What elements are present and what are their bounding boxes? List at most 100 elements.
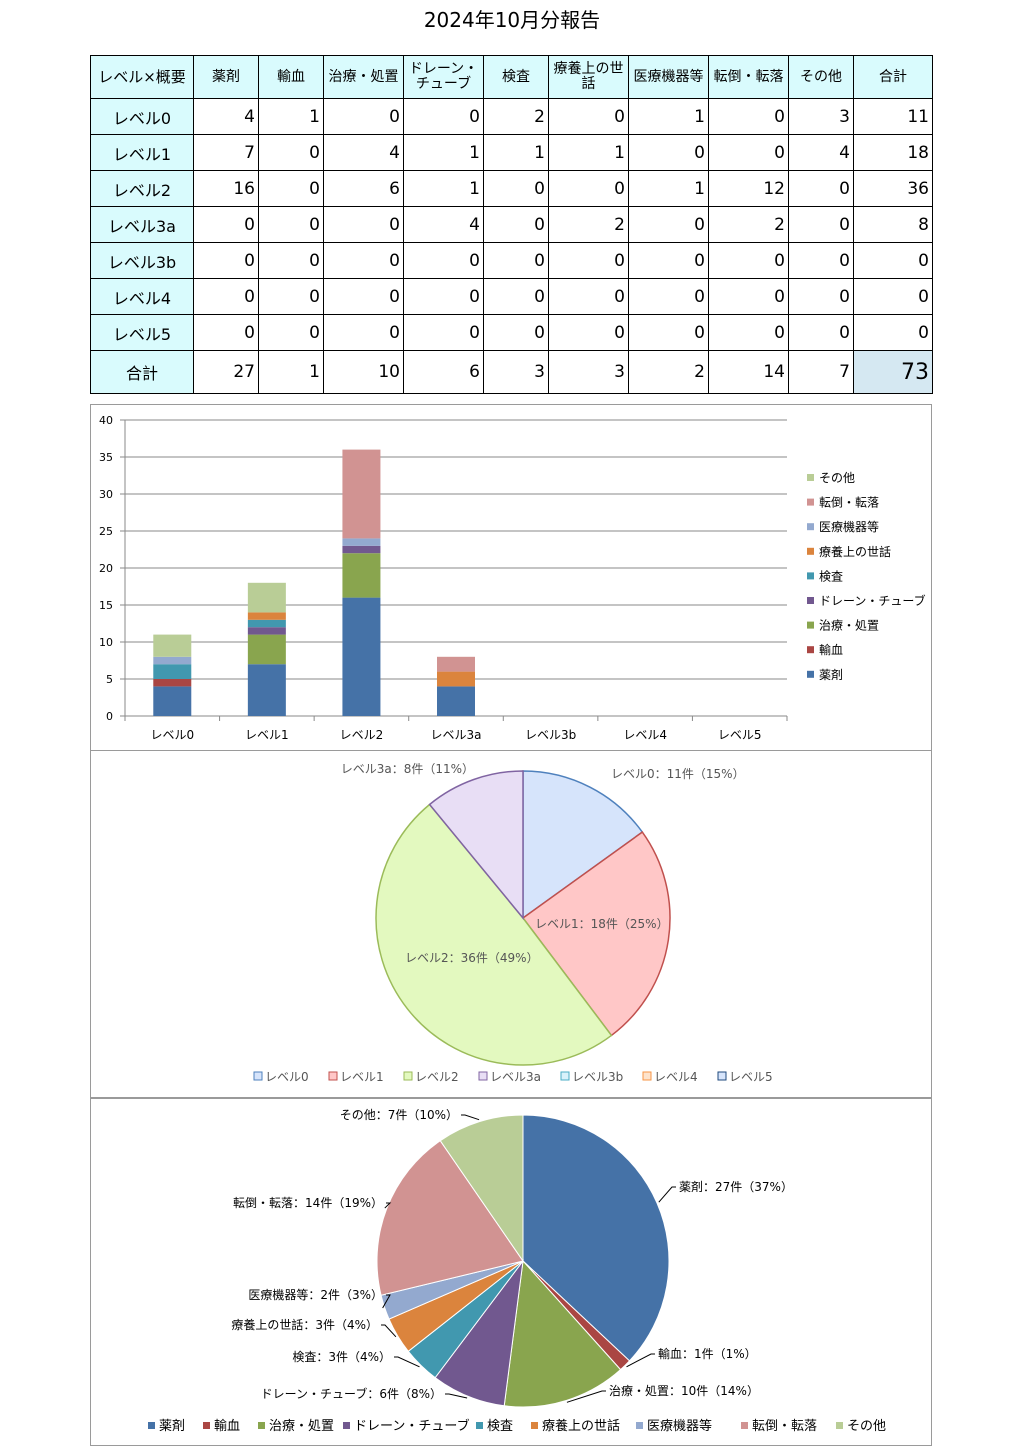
legend-label: 医療機器等 <box>819 519 879 534</box>
table-cell: 2 <box>708 206 789 243</box>
table-row: レベル2 16 0 6 1 0 0 1 12 0 36 <box>90 170 933 207</box>
table-cell: 0 <box>258 170 324 207</box>
table-cell: 2 <box>548 206 629 243</box>
legend-swatch <box>807 597 814 604</box>
table-cell: 0 <box>708 98 789 135</box>
bar-segment <box>247 664 286 716</box>
level-pie-chart-panel: レベル0：11件（15%） レベル1：18件（25%） レベル2：36件（49%） レ… <box>90 751 932 1098</box>
category-pie-chart: 薬剤：27件（37%） 輸血：1件（1%） 治療・処置：10件（14%） ドレーン・チ… <box>148 1108 886 1434</box>
bar-segment <box>247 619 286 628</box>
column-header: 検査 <box>483 55 549 99</box>
legend-label: 転倒・転落 <box>819 496 879 510</box>
x-tick-label: レベル3b <box>525 728 576 742</box>
legend-swatch <box>476 1422 483 1429</box>
table-cell: 4 <box>323 134 404 171</box>
total-cell: 3 <box>483 350 549 394</box>
table-cell: 0 <box>403 278 484 315</box>
table-cell: 0 <box>628 278 709 315</box>
bar-segment <box>153 656 192 665</box>
pie-data-label: レベル3a：8件（11%） <box>341 762 474 776</box>
table-cell: 0 <box>323 314 404 351</box>
total-cell: 10 <box>323 350 404 394</box>
row-label: レベル3b <box>90 242 194 279</box>
legend-label: ドレーン・チューブ <box>819 593 926 608</box>
legend-label: 検査 <box>487 1419 513 1434</box>
legend-swatch <box>560 1071 570 1081</box>
table-cell: 0 <box>628 206 709 243</box>
bar-segment <box>342 553 381 598</box>
legend-swatch <box>807 523 814 531</box>
pie-data-label: レベル2：36件（49%） <box>405 951 539 965</box>
page-title: 2024年10月分報告 <box>423 8 601 32</box>
table-cell: 0 <box>548 170 629 207</box>
y-tick-label: 40 <box>99 414 113 427</box>
legend-swatch <box>807 547 814 555</box>
table-cell: 4 <box>193 98 259 135</box>
total-cell: 14 <box>708 350 789 394</box>
column-header: 療養上の世話 <box>548 55 629 99</box>
total-cell: 27 <box>193 350 259 394</box>
legend-swatch <box>478 1071 488 1081</box>
leader-line <box>626 1353 655 1368</box>
bar-segment <box>342 597 381 716</box>
x-tick-label: レベル0 <box>150 728 194 742</box>
legend-label: 薬剤 <box>819 667 843 682</box>
row-label: レベル4 <box>90 278 194 315</box>
table-cell: 3 <box>788 98 854 135</box>
total-row: 合計 27 1 10 6 3 3 2 14 7 73 <box>90 350 933 394</box>
row-label: レベル3a <box>90 206 194 243</box>
x-tick-label: レベル1 <box>245 728 289 742</box>
legend-swatch <box>807 670 814 678</box>
pie-data-label: その他：7件（10%） <box>340 1108 458 1122</box>
table-cell: 0 <box>708 242 789 279</box>
level-pie-chart: レベル0：11件（15%） レベル1：18件（25%） レベル2：36件（49%） レ… <box>253 762 773 1084</box>
table-cell: 0 <box>323 278 404 315</box>
pie-slice <box>521 831 671 1037</box>
bar-segment <box>247 612 286 620</box>
leader-line <box>394 1356 420 1368</box>
row-label: レベル1 <box>90 134 194 171</box>
category-pie-chart-panel: 薬剤：27件（37%） 輸血：1件（1%） 治療・処置：10件（14%） ドレーン・チ… <box>90 1098 932 1446</box>
table-cell: 0 <box>258 278 324 315</box>
table-cell: 1 <box>403 134 484 171</box>
table-cell: 1 <box>403 170 484 207</box>
y-tick-label: 15 <box>99 599 113 612</box>
table-cell: 0 <box>628 314 709 351</box>
table-cell: 0 <box>853 278 933 315</box>
legend-swatch <box>636 1422 643 1429</box>
table-cell: 1 <box>628 98 709 135</box>
legend-label: 転倒・転落 <box>752 1419 817 1434</box>
total-cell: 7 <box>788 350 854 394</box>
legend-swatch <box>807 572 814 580</box>
pie-data-label: 検査：3件（4%） <box>292 1350 391 1364</box>
legend-swatch <box>148 1422 155 1429</box>
table-cell: 0 <box>403 314 484 351</box>
table-cell: 8 <box>853 206 933 243</box>
table-cell: 0 <box>628 134 709 171</box>
table-cell: 0 <box>193 242 259 279</box>
pie-data-label: 転倒・転落：14件（19%） <box>233 1196 383 1210</box>
pie-data-label: レベル1：18件（25%） <box>535 917 669 931</box>
table-cell: 16 <box>193 170 259 207</box>
table-cell: 0 <box>708 278 789 315</box>
table-corner-header: レベル×概要 <box>90 55 194 99</box>
table-cell: 0 <box>483 314 549 351</box>
table-cell: 0 <box>483 242 549 279</box>
pie-slice <box>439 1114 524 1263</box>
table-cell: 36 <box>853 170 933 207</box>
legend-swatch <box>403 1071 413 1081</box>
legend-label: レベル0 <box>265 1070 309 1084</box>
total-row-label: 合計 <box>90 350 194 394</box>
table-cell: 6 <box>323 170 404 207</box>
pie-data-label: レベル0：11件（15%） <box>611 767 745 781</box>
pie-slice <box>522 1114 670 1362</box>
table-cell: 0 <box>258 206 324 243</box>
bar-segment <box>437 656 475 672</box>
x-tick-label: レベル2 <box>340 728 384 742</box>
bar-segment <box>342 545 381 554</box>
legend-label: レベル2 <box>415 1070 459 1084</box>
column-header: 輸血 <box>258 55 324 99</box>
table-row: レベル0 4 1 0 0 2 0 1 0 3 11 <box>90 98 933 135</box>
y-tick-label: 0 <box>106 710 113 723</box>
stacked-bar-chart-panel: 0 5 10 15 20 25 30 35 40 レベル0 レベル1 レベル2 レベル3a レベル3b レベ… <box>90 404 932 751</box>
